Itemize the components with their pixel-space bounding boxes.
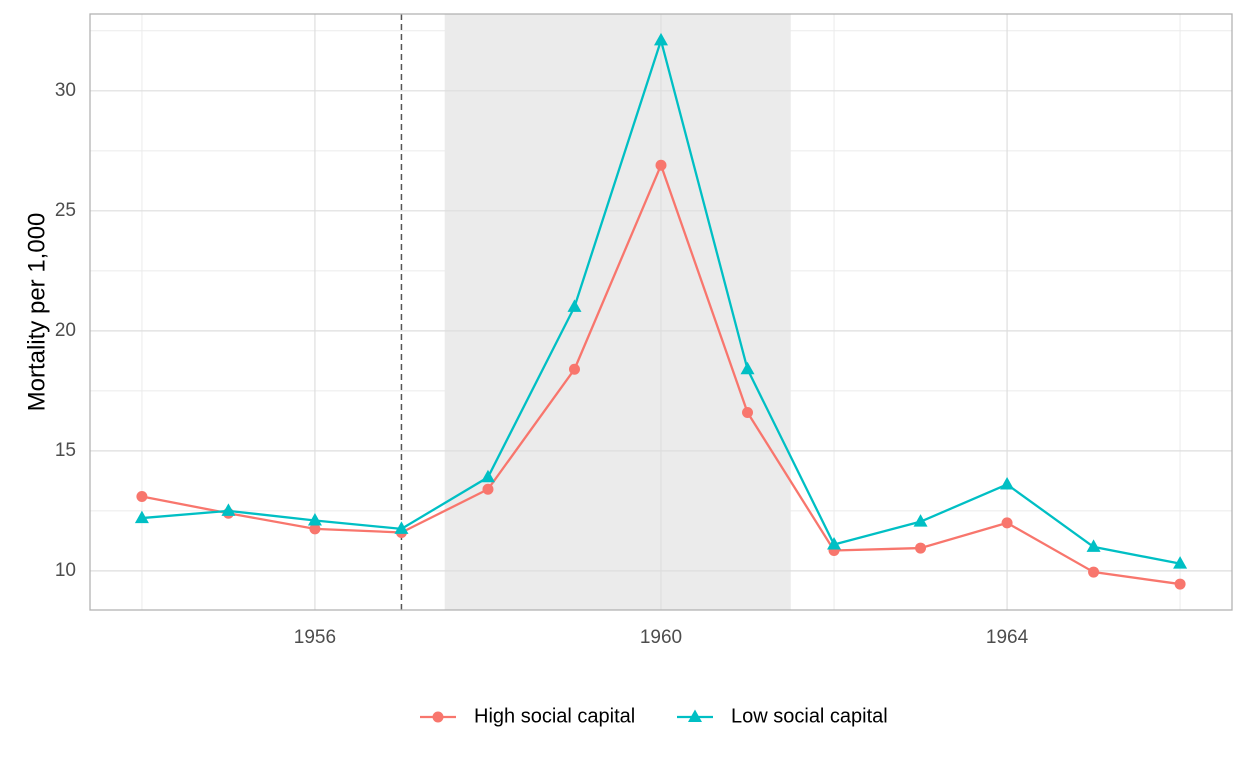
point-marker [1088,566,1100,578]
y-axis-label: Mortality per 1,000 [23,213,50,412]
point-marker [655,159,667,171]
point-marker [740,361,755,375]
point-marker [1173,556,1188,569]
point-marker [309,523,321,535]
x-tick-label: 1964 [986,627,1029,648]
point-marker [1001,517,1013,529]
legend-marker [432,711,444,723]
shaded-period [444,14,791,610]
y-tick-label: 15 [55,440,76,461]
point-marker [654,32,668,46]
point-marker [742,406,754,418]
point-marker [1174,578,1186,590]
point-marker [567,299,582,312]
y-tick-label: 20 [55,320,76,341]
point-marker [136,490,148,502]
y-tick-label: 10 [55,560,76,581]
point-marker [480,469,495,483]
point-marker [221,503,236,516]
point-marker [913,514,928,527]
y-tick-label: 25 [55,200,76,221]
legend-label: High social capital [474,705,635,727]
point-marker [915,542,927,554]
x-tick-label: 1960 [640,627,682,648]
point-marker [307,512,322,526]
point-marker [482,483,494,495]
point-marker [827,536,842,550]
y-tick-label: 30 [55,80,76,101]
plot-border [89,13,1233,611]
legend-label: Low social capital [731,705,888,727]
legend-marker [688,709,702,722]
x-tick-label: 1956 [294,627,336,648]
point-marker [1086,539,1101,552]
point-marker [394,521,409,534]
point-marker [134,510,149,524]
point-marker [1000,476,1015,490]
point-marker [568,363,580,375]
